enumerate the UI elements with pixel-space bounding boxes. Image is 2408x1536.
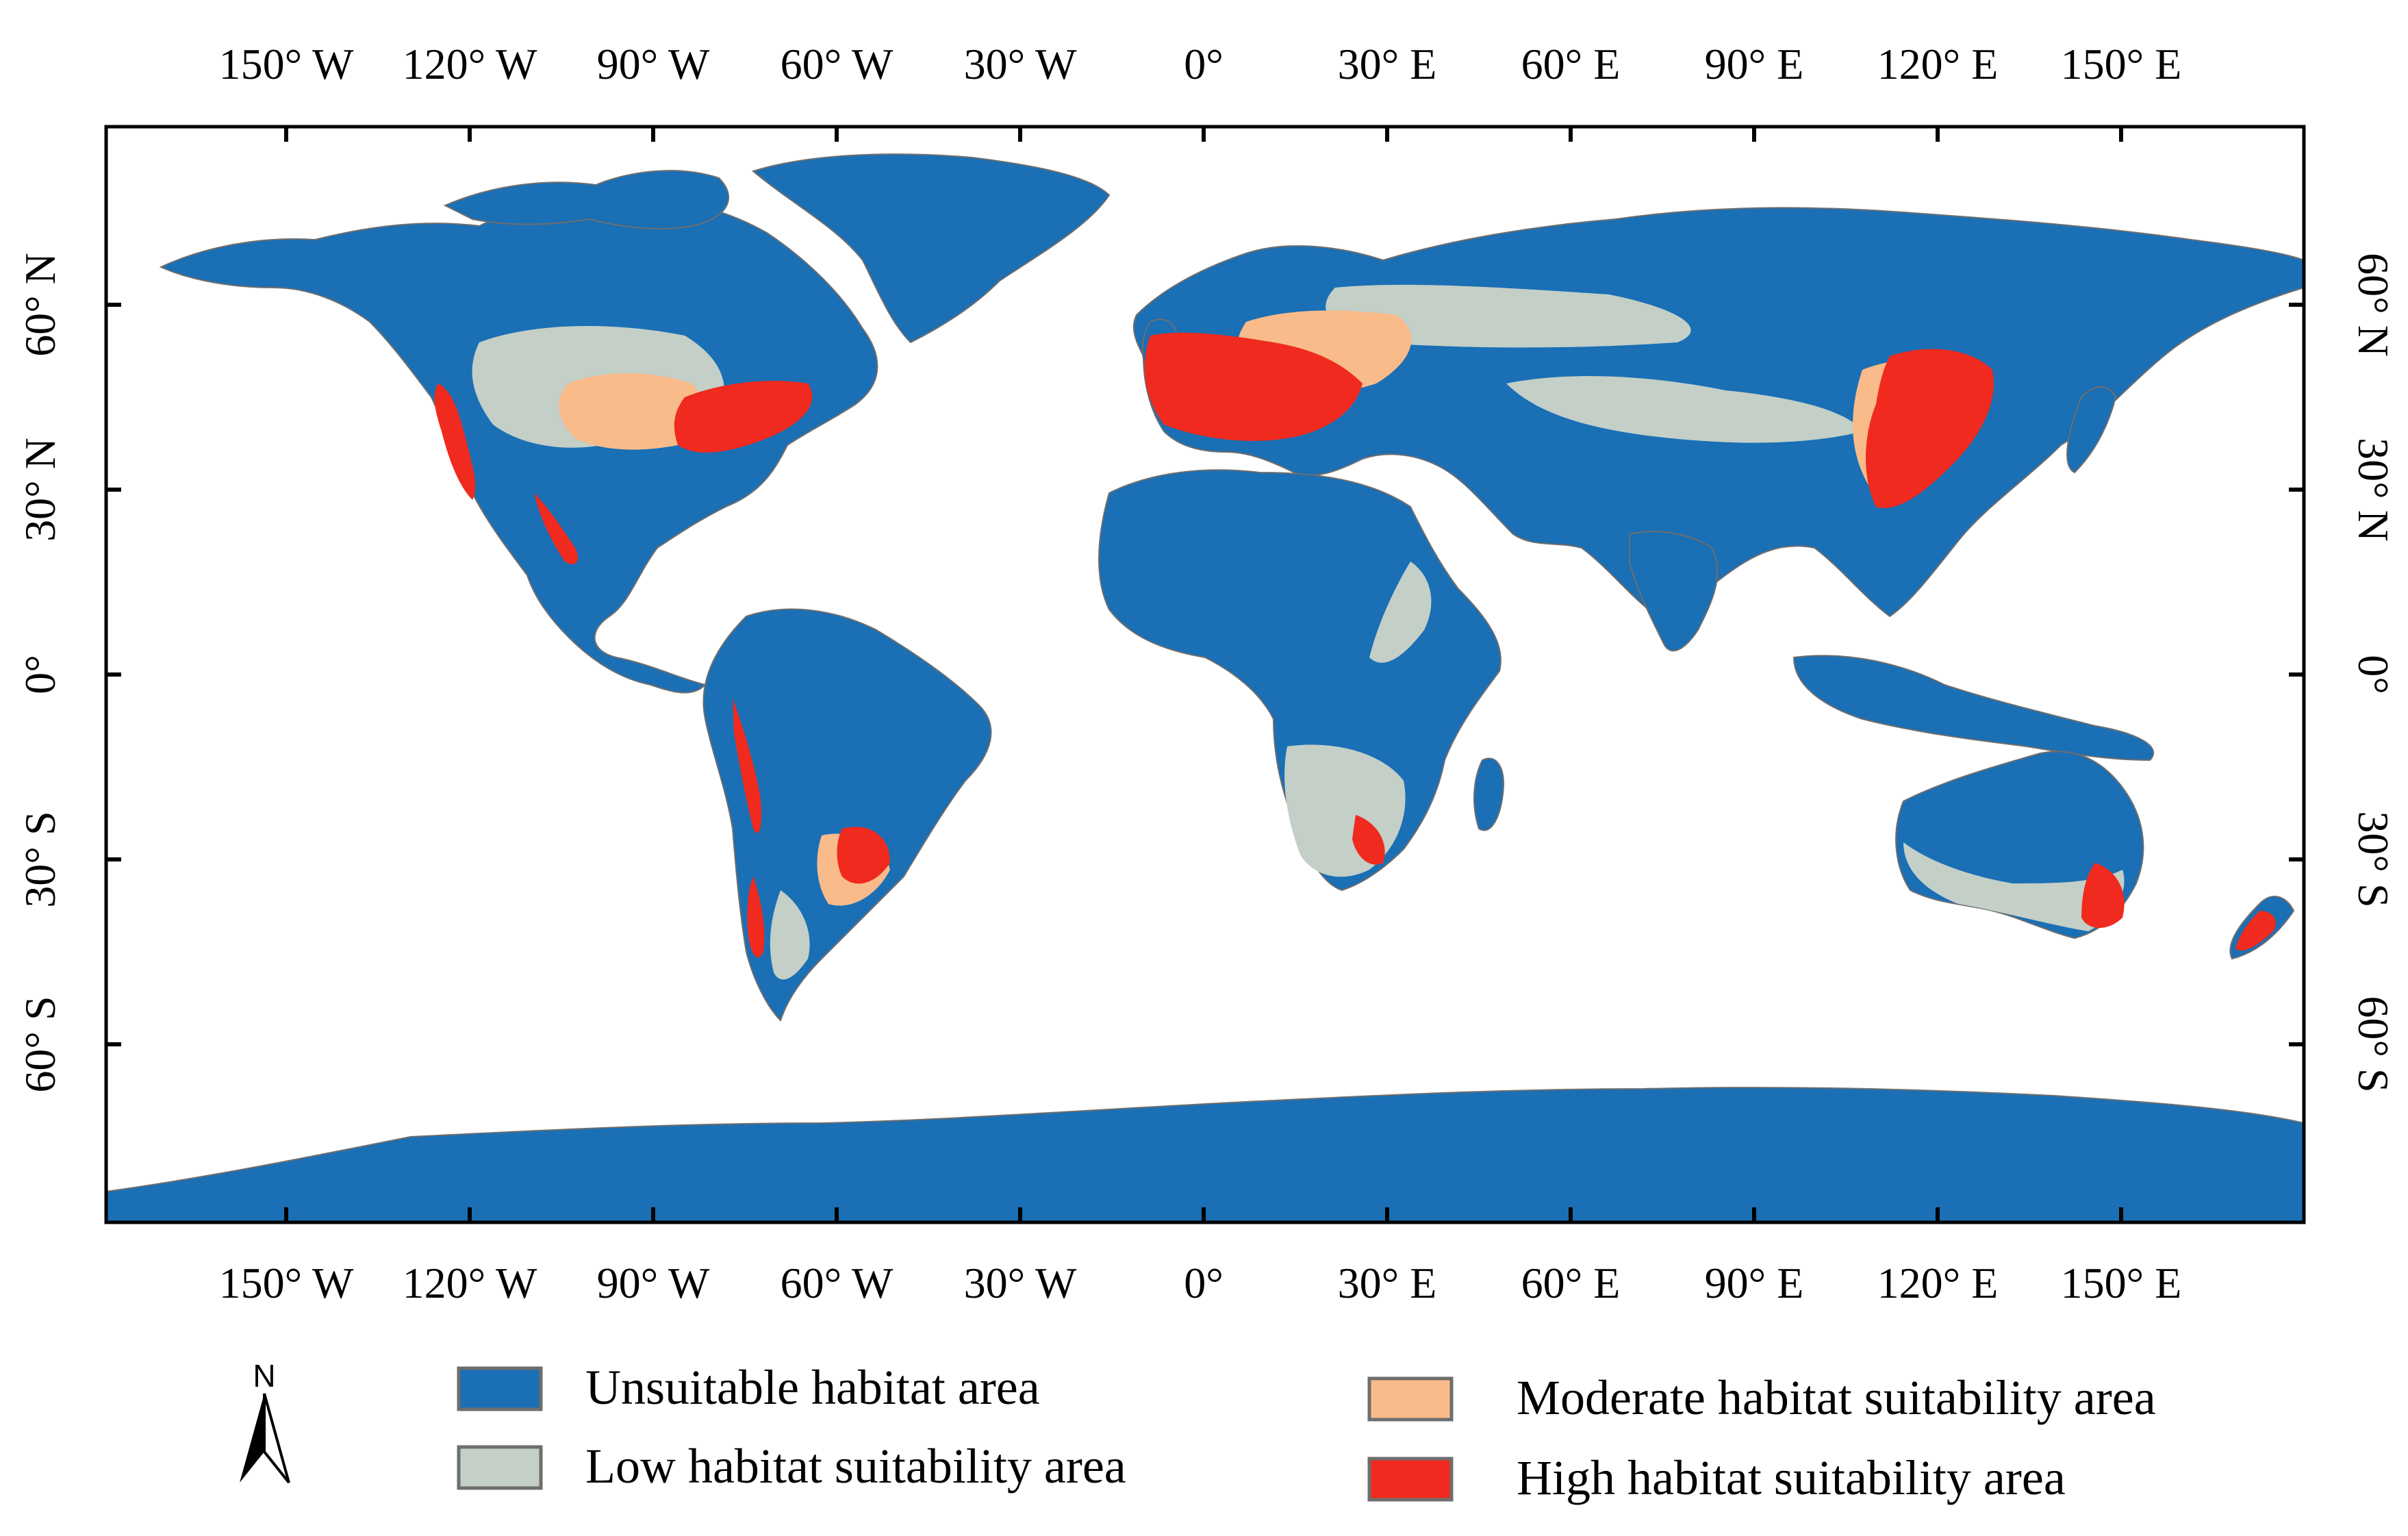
lon-label-bottom: 120° W	[403, 1259, 537, 1307]
graticule-labels: 150° W 150° W 120° W 120° W 90° W 90° W 60° W 6…	[16, 40, 2398, 1307]
lon-label-top: 30° W	[964, 40, 1077, 88]
lat-label-left: 30° S	[16, 811, 64, 907]
lon-label-bottom: 30° W	[964, 1259, 1077, 1307]
map-area	[106, 127, 2304, 1222]
graticule-ticks	[106, 127, 2304, 1222]
lon-label-top: 120° W	[403, 40, 537, 88]
high-south-africa	[1352, 815, 1385, 865]
lat-label-right: 30° S	[2349, 811, 2398, 907]
high-andes	[733, 698, 761, 833]
high-us-west-coast	[434, 383, 476, 500]
lat-label-left: 30° N	[16, 438, 64, 542]
lon-label-bottom: 120° E	[1877, 1259, 1999, 1307]
land-southeast-asia-islands	[1792, 655, 2155, 761]
land-arctic-islands	[443, 170, 730, 230]
low-patagonia	[770, 890, 810, 980]
lon-label-top: 60° E	[1521, 40, 1621, 88]
north-arrow-icon	[240, 1394, 264, 1483]
lat-label-left: 60° N	[16, 253, 64, 357]
lat-label-right: 0°	[2349, 655, 2398, 694]
north-arrow: N	[240, 1358, 290, 1484]
high-southeast-australia	[2081, 863, 2125, 928]
lon-label-bottom: 30° E	[1338, 1259, 1437, 1307]
lon-label-top: 90° W	[597, 40, 710, 88]
land-japan	[2066, 386, 2117, 474]
high-new-zealand	[2235, 911, 2276, 951]
low-australia	[1903, 842, 2125, 931]
land-antarctica	[106, 1087, 2304, 1222]
lon-label-bottom: 90° W	[597, 1259, 710, 1307]
lon-label-top: 90° E	[1705, 40, 1804, 88]
lon-label-top: 120° E	[1877, 40, 1999, 88]
high-chile	[747, 877, 765, 958]
lon-label-top: 150° W	[219, 40, 354, 88]
land-greenland	[751, 153, 1111, 344]
legend-label-moderate: Moderate habitat suitability area	[1517, 1370, 2156, 1425]
land-india	[1629, 531, 1719, 652]
lon-label-top: 150° E	[2061, 40, 2182, 88]
legend-swatch-low	[457, 1445, 543, 1490]
legend-swatch-high	[1367, 1457, 1454, 1502]
lat-label-right: 30° N	[2349, 438, 2398, 542]
lon-label-top: 0°	[1184, 40, 1224, 88]
low-east-africa	[1369, 562, 1432, 663]
north-arrow-icon-outline	[263, 1393, 290, 1484]
lon-label-bottom: 90° E	[1705, 1259, 1804, 1307]
legend-label-unsuitable: Unsuitable habitat area	[585, 1360, 1040, 1415]
legend-swatch-unsuitable	[457, 1366, 543, 1411]
lat-label-left: 0°	[16, 655, 64, 694]
low-central-asia	[1506, 376, 1862, 443]
high-south-brazil	[837, 827, 890, 884]
north-arrow-label: N	[253, 1358, 275, 1394]
legend-label-high: High habitat suitability area	[1517, 1450, 2066, 1505]
lon-label-bottom: 60° E	[1521, 1259, 1621, 1307]
lon-label-bottom: 0°	[1184, 1259, 1224, 1307]
lon-label-bottom: 150° E	[2061, 1259, 2182, 1307]
lon-label-bottom: 60° W	[781, 1259, 894, 1307]
zones-high	[434, 332, 2276, 958]
lat-label-right: 60° S	[2349, 996, 2398, 1092]
legend: Unsuitable habitat area Low habitat suit…	[457, 1360, 2156, 1505]
high-mexico	[534, 493, 579, 564]
lat-label-left: 60° S	[16, 996, 64, 1092]
legend-label-low: Low habitat suitability area	[585, 1439, 1126, 1494]
moderate-north-america	[559, 373, 704, 450]
high-eastern-us	[674, 381, 813, 453]
low-russia	[1326, 284, 1691, 348]
lat-label-right: 60° N	[2349, 253, 2398, 357]
land-madagascar	[1473, 757, 1504, 831]
high-western-europe	[1144, 332, 1363, 441]
high-china	[1866, 349, 1994, 508]
lon-label-top: 60° W	[781, 40, 894, 88]
lon-label-top: 30° E	[1338, 40, 1437, 88]
legend-swatch-moderate	[1367, 1376, 1454, 1422]
lon-label-bottom: 150° W	[219, 1259, 354, 1307]
